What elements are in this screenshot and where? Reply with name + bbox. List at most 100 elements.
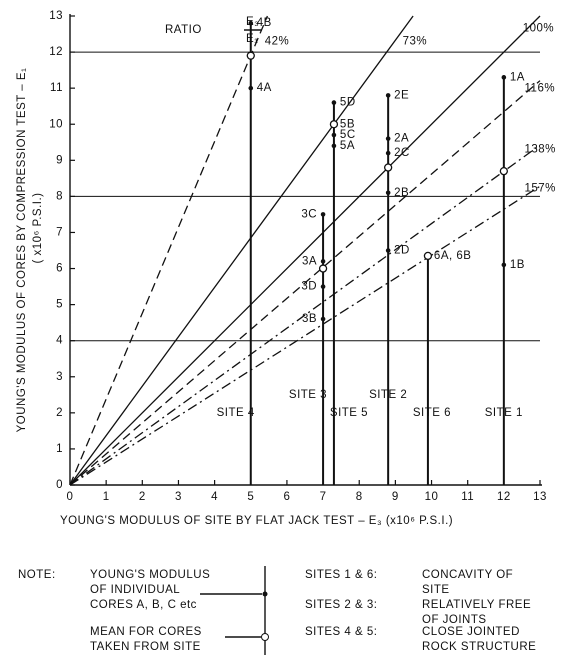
core-point — [320, 212, 326, 217]
mean-point — [318, 264, 328, 273]
core-point — [501, 75, 507, 80]
ratio-line — [69, 80, 541, 486]
note-text: SITE — [422, 584, 450, 596]
mean-point — [246, 51, 255, 60]
y-tick-label: 0 — [56, 479, 63, 491]
mean-point — [423, 251, 433, 261]
x-tick-label: 5 — [247, 491, 254, 503]
ratio-label: 157% — [525, 183, 556, 195]
y-tick-label: 3 — [56, 371, 63, 383]
note-sites: SITES 1 & 6: — [305, 569, 377, 581]
ratio-label: 116% — [525, 82, 556, 94]
note-heading: NOTE: — [18, 569, 56, 581]
core-label: 2A — [394, 133, 409, 145]
core-label: 4B — [257, 17, 272, 29]
y-tick-label: 1 — [56, 443, 63, 455]
core-label: 2B — [394, 187, 409, 199]
x-tick-label: 13 — [533, 491, 547, 503]
core-label: 5A — [340, 140, 355, 152]
legend-mean-circle — [261, 633, 269, 641]
core-point — [320, 284, 326, 289]
core-label: 3B — [302, 313, 317, 325]
core-label: 1B — [510, 259, 525, 271]
site-label: SITE 1 — [485, 407, 523, 419]
y-tick-label: 13 — [49, 10, 63, 22]
ratio-label: 42% — [265, 35, 290, 47]
core-label: 5B — [340, 118, 355, 130]
ratio-line — [69, 144, 541, 486]
x-tick-label: 3 — [175, 491, 182, 503]
core-label: 5D — [340, 97, 356, 109]
legend-core-dot — [262, 591, 268, 597]
x-tick-label: 9 — [392, 491, 399, 503]
note-text: YOUNG'S MODULUS — [90, 569, 210, 581]
ratio-line — [69, 15, 268, 486]
x-tick-label: 6 — [283, 491, 290, 503]
mean-point — [499, 166, 508, 176]
x-tick-label: 8 — [356, 491, 363, 503]
x-tick-label: 10 — [425, 491, 439, 503]
note-text: CLOSE JOINTED — [422, 626, 520, 638]
site-label: SITE 6 — [413, 407, 451, 419]
core-point — [385, 190, 391, 196]
site-label: SITE 4 — [217, 407, 255, 419]
y-tick-label: 9 — [56, 154, 63, 166]
ratio-line — [69, 15, 541, 486]
x-tick-label: 1 — [103, 491, 110, 503]
note-text: RELATIVELY FREE — [422, 599, 531, 611]
y-tick-label: 10 — [49, 118, 63, 130]
x-tick-label: 2 — [139, 491, 146, 503]
note-text: OF INDIVIDUAL — [90, 584, 180, 596]
core-point — [331, 143, 337, 149]
x-tick-label: 11 — [461, 491, 474, 503]
x-tick-label: 7 — [320, 491, 327, 503]
core-label: 2E — [394, 89, 409, 101]
core-point — [248, 20, 254, 26]
core-label: 3C — [301, 208, 317, 220]
note-sites: SITES 2 & 3: — [305, 599, 377, 611]
core-label: 5C — [340, 129, 356, 141]
core-point — [385, 136, 391, 141]
ratio-label: 73% — [403, 35, 428, 47]
core-point — [331, 132, 337, 138]
core-point — [385, 93, 391, 98]
core-label: 2C — [394, 147, 410, 159]
mean-point — [384, 163, 393, 172]
y-tick-label: 12 — [49, 46, 63, 58]
y-tick-label: 6 — [56, 263, 63, 275]
mean-point — [329, 120, 339, 129]
note-text: CORES A, B, C etc — [90, 599, 197, 611]
ratio-line — [69, 15, 414, 486]
note-sites: SITES 4 & 5: — [305, 626, 377, 638]
core-label: 2D — [394, 245, 410, 257]
core-point — [320, 316, 326, 322]
note-text: MEAN FOR CORES — [90, 626, 202, 638]
note-text: TAKEN FROM SITE — [90, 641, 201, 653]
y-tick-label: 2 — [56, 407, 63, 419]
site-label: SITE 5 — [330, 407, 368, 419]
x-tick-label: 4 — [211, 491, 218, 503]
core-label: 3D — [301, 281, 317, 293]
ratio-label: 138% — [525, 144, 556, 156]
ratio-label: RATIO — [165, 24, 202, 36]
y-axis-label: YOUNG'S MODULUS OF CORES BY COMPRESSION … — [16, 68, 28, 433]
core-point — [320, 259, 326, 264]
site-label: SITE 2 — [369, 389, 407, 401]
ratio-denominator: E₁ — [246, 33, 259, 45]
note-text: ROCK STRUCTURE — [422, 641, 536, 653]
core-label: 4A — [257, 82, 272, 94]
x-tick-label: 12 — [497, 491, 511, 503]
core-point — [331, 100, 337, 105]
y-axis-unit: ( x10⁶ P.S.I.) — [32, 193, 44, 264]
note-text: CONCAVITY OF — [422, 569, 513, 581]
core-label: 6A, 6B — [434, 250, 472, 262]
core-label: 3A — [302, 255, 317, 267]
ratio-label: 100% — [523, 23, 554, 35]
y-tick-label: 4 — [56, 335, 63, 347]
x-tick-label: 0 — [67, 491, 74, 503]
y-tick-label: 7 — [56, 226, 63, 238]
y-tick-label: 8 — [56, 190, 63, 202]
core-point — [248, 85, 254, 91]
site-label: SITE 3 — [289, 389, 327, 401]
